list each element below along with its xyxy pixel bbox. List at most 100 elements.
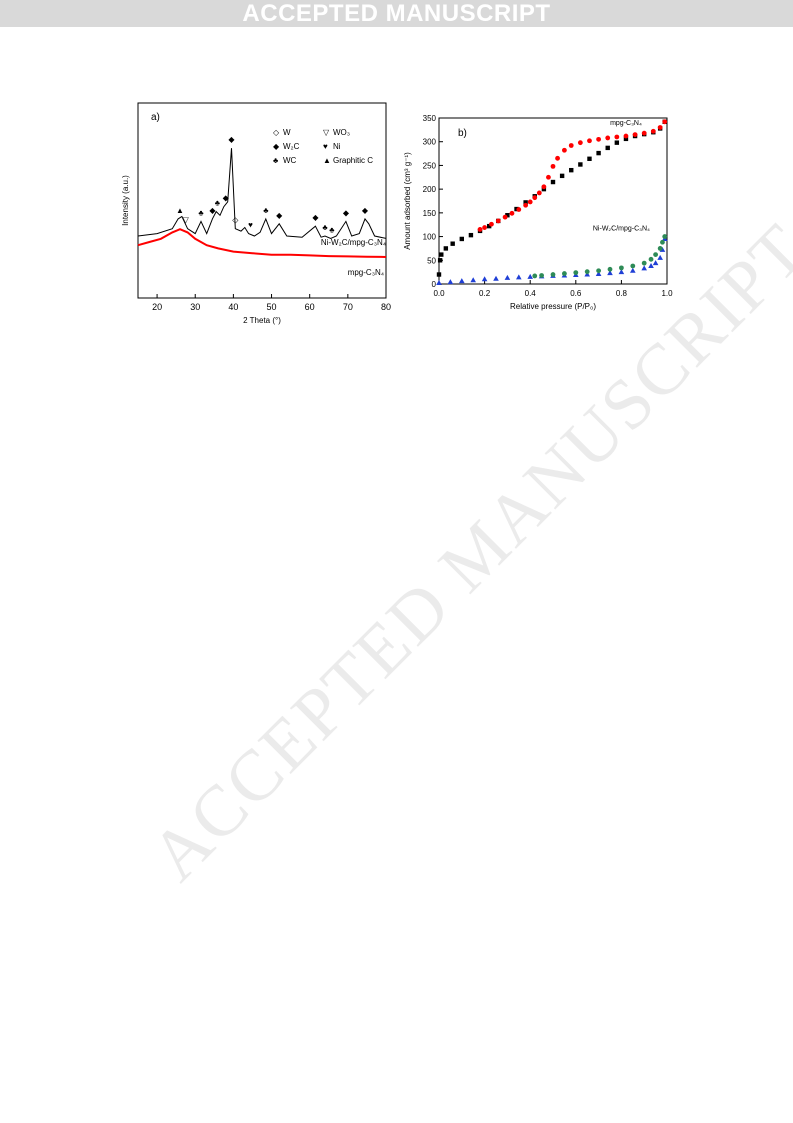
data-point xyxy=(623,133,629,139)
data-point xyxy=(607,266,613,272)
data-point xyxy=(653,252,658,257)
data-point xyxy=(662,119,668,125)
peak-marker: ♣ xyxy=(198,208,204,217)
data-point xyxy=(630,263,636,269)
data-point xyxy=(614,134,620,140)
x-tick-label: 0.0 xyxy=(433,289,445,298)
data-point xyxy=(523,200,528,205)
data-point xyxy=(481,276,488,282)
data-point xyxy=(578,162,583,167)
data-point xyxy=(650,128,656,134)
data-point xyxy=(459,236,464,242)
legend-label: W xyxy=(283,128,291,137)
data-point xyxy=(614,140,620,145)
data-point xyxy=(587,156,592,161)
x-tick-label: 0.2 xyxy=(479,289,491,298)
data-point xyxy=(657,254,663,260)
x-tick-label: 70 xyxy=(343,302,353,312)
peak-marker: ♣ xyxy=(322,223,328,232)
peak-marker: ◆ xyxy=(209,206,216,215)
data-point xyxy=(450,241,455,246)
data-point xyxy=(562,271,567,276)
y-tick-label: 100 xyxy=(423,233,437,242)
x-tick-label: 40 xyxy=(228,302,238,312)
peak-marker: ▲ xyxy=(176,206,184,215)
y-tick-label: 250 xyxy=(423,161,437,170)
data-point xyxy=(493,275,499,281)
legend-label: Ni xyxy=(333,142,341,151)
data-point xyxy=(470,277,476,283)
data-point xyxy=(502,214,508,220)
x-axis-label: 2 Theta (°) xyxy=(243,316,281,325)
data-point xyxy=(555,155,560,161)
legend-label: W₂C xyxy=(283,142,300,151)
legend-symbol: ♣ xyxy=(273,156,279,165)
data-point xyxy=(648,256,654,262)
y-tick-label: 0 xyxy=(432,280,437,289)
peak-marker: ♣ xyxy=(215,199,221,208)
data-point xyxy=(477,227,483,232)
x-tick-label: 0.8 xyxy=(616,289,628,298)
peak-marker: ♣ xyxy=(263,206,269,215)
y-tick-label: 50 xyxy=(427,256,436,265)
data-point xyxy=(509,210,515,216)
data-point xyxy=(595,271,602,277)
accepted-manuscript-watermark: ACCEPTED MANUSCRIPT xyxy=(135,208,793,896)
data-point xyxy=(577,140,583,146)
peak-marker: ◆ xyxy=(343,208,350,217)
data-point xyxy=(536,190,542,196)
data-point xyxy=(568,143,574,148)
data-point xyxy=(605,135,611,141)
data-point xyxy=(495,218,501,224)
data-point xyxy=(660,239,665,245)
data-point xyxy=(662,234,668,239)
peak-marker: ♣ xyxy=(329,225,335,234)
data-point xyxy=(447,279,454,285)
peak-marker: ◆ xyxy=(228,135,235,144)
peak-marker: ◆ xyxy=(362,206,369,215)
x-tick-label: 20 xyxy=(152,302,162,312)
legend-symbol: ◆ xyxy=(273,142,280,151)
data-point xyxy=(648,262,654,268)
data-point xyxy=(550,272,556,277)
y-tick-label: 200 xyxy=(423,185,437,194)
data-point xyxy=(523,202,529,208)
panel-label: b) xyxy=(458,128,467,139)
legend-label: Graphitic C xyxy=(333,156,373,165)
data-point xyxy=(596,136,601,142)
data-point xyxy=(527,273,533,279)
y-tick-label: 300 xyxy=(423,138,437,147)
data-point xyxy=(641,265,647,271)
data-point xyxy=(546,174,551,180)
peak-marker: ◆ xyxy=(276,211,283,220)
legend-symbol: ♥ xyxy=(323,142,328,151)
peak-marker: ▽ xyxy=(183,216,190,225)
y-axis-label: Amount adsorbed (cm³ g⁻¹) xyxy=(403,152,412,250)
data-point xyxy=(632,132,638,137)
xrd-chart: a) 20 30 40 50 60 70 80 2 Theta (°) Intensity (a.… xyxy=(121,102,391,325)
legend-symbol: ◇ xyxy=(273,128,280,137)
data-point xyxy=(516,207,522,212)
data-point xyxy=(436,272,442,277)
x-tick-label: 0.4 xyxy=(525,289,537,298)
data-point xyxy=(584,269,590,275)
peak-marker: ♥ xyxy=(248,221,253,230)
isotherm-chart: b) 0.0 0.2 0.4 0.6 0.8 1.0 0 50 100 150 200 250 300 35… xyxy=(403,114,673,311)
plot-frame xyxy=(438,117,668,285)
plot-frame xyxy=(137,102,387,299)
data-point xyxy=(550,179,556,185)
data-point xyxy=(486,223,492,229)
banner-text: ACCEPTED MANUSCRIPT xyxy=(242,0,551,27)
data-point xyxy=(587,138,592,144)
peak-marker: ◆ xyxy=(312,213,319,222)
data-point xyxy=(559,173,565,179)
data-point xyxy=(436,280,442,286)
data-point xyxy=(527,199,533,205)
data-point xyxy=(605,145,610,151)
data-point xyxy=(532,273,538,279)
x-tick-label: 0.6 xyxy=(570,289,582,298)
y-tick-label: 350 xyxy=(423,114,437,123)
data-point xyxy=(573,270,579,276)
data-point xyxy=(562,147,567,153)
data-point xyxy=(607,270,613,276)
